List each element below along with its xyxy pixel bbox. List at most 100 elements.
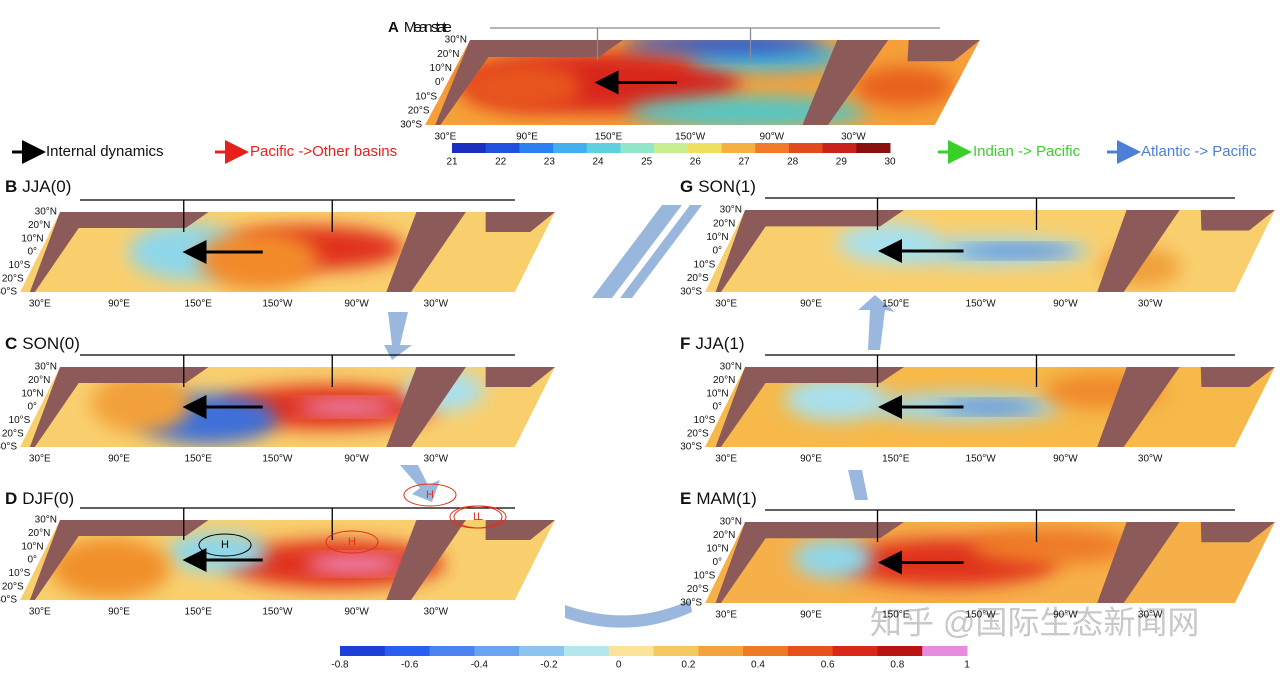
lat-label: 10°N [430,63,452,74]
circulation [80,199,515,232]
lon-label: 90°W [1053,610,1078,621]
land [745,210,904,227]
sst-anomaly [956,246,1077,256]
lat-label: 30°S [680,598,702,609]
map-panel: E MAM(1) 30°N 20°N 10°N 0° 10°S 20°S 30°S 30°E 90°… [680,489,1275,621]
lat-label: 20°S [2,581,24,592]
lon-label: 30°W [1138,610,1163,621]
lat-label: 20°S [687,273,709,284]
lat-label: 20°N [437,49,459,60]
legend-label: Internal dynamics [46,143,164,160]
sst-anomaly [461,61,582,112]
lon-label: 30°E [715,610,737,621]
colorbar-label: 22 [495,157,507,168]
map-panel: D DJF(0) 30°N 20°N 10°N 0° 10°S 20°S 30°S 30°E 90°… [0,489,555,618]
lon-label: 90°W [344,299,369,310]
legend-label: Pacific ->Other basins [250,143,397,160]
lat-label: 10°S [415,91,437,102]
lon-label: 90°W [1053,454,1078,465]
sst-anomaly [838,222,938,263]
colorbar-cell [608,646,654,656]
legend-label: Atlantic -> Pacific [1141,143,1257,160]
colorbar-cell [687,143,723,153]
panel-letter: B [5,177,17,196]
land [1200,367,1275,387]
lon-label: 90°W [1053,299,1078,310]
colorbar-cell [743,646,789,656]
panel-letter: C [5,334,17,353]
lat-label: 20°S [687,584,709,595]
land [1097,210,1180,292]
sst-anomaly [167,532,268,572]
colorbar-cell [787,646,834,656]
lat-label: 10°N [21,233,43,244]
pressure-label: H [426,489,434,501]
colorbar-cell [922,646,968,656]
lat-label: 0° [27,247,37,258]
lat-label: 20°S [2,273,24,284]
colorbar-cell [620,143,655,153]
lon-label: 90°E [108,607,130,618]
pressure-label: H [221,539,229,551]
sst-anomaly [91,373,191,433]
colorbar-label: 30 [884,157,896,168]
map [705,522,1275,603]
panel-letter: F [680,334,690,353]
land [745,367,904,383]
lon-label: 90°W [344,607,369,618]
land [60,212,209,228]
pressure-ellipse [449,505,503,529]
pressure-label: H [348,536,356,548]
lat-label: 30°N [720,517,742,528]
lon-label: 30°E [29,299,51,310]
lat-label: 10°S [694,415,716,426]
colorbar-label: -0.4 [471,660,489,671]
lat-label: 20°S [687,428,709,439]
lat-label: 30°N [35,362,57,373]
lon-label: 30°W [424,454,449,465]
colorbar-cell [586,143,621,153]
panel-title: F JJA(1) [680,334,745,353]
lat-label: 10°N [706,232,728,243]
lon-label: 150°W [966,299,997,310]
map [20,367,555,447]
lon-label: 90°E [108,454,130,465]
sst-anomaly [198,230,319,290]
panel-title-text: MAM(1) [696,489,756,508]
lat-label: 10°N [706,544,728,555]
map [20,212,555,292]
colorbar-cell [429,646,475,656]
sst-anomaly [304,557,405,571]
colorbar-label: 1 [964,660,970,671]
lat-label: 20°N [28,220,50,231]
lon-label: 90°E [108,299,130,310]
panel-letter: A [388,19,399,36]
lon-label: 150°W [675,132,706,143]
lat-label: 0° [712,246,722,257]
colorbar-cell [653,646,699,656]
land [745,522,904,539]
lon-label: 150°W [262,454,293,465]
colorbar-cell [721,143,756,153]
colorbar-label: 0.8 [890,660,904,671]
panel-letter: E [680,489,691,508]
colorbar-label: 21 [446,157,458,168]
land [386,520,466,600]
lon-label: 150°E [185,607,213,618]
lat-label: 10°S [694,571,716,582]
lat-label: 0° [27,555,37,566]
lat-label: 20°S [2,428,24,439]
land [715,522,777,603]
colorbar-cell [654,143,689,153]
circulation [765,197,1235,230]
map-panel: B JJA(0) 30°N 20°N 10°N 0° 10°S 20°S 30°S 30°E 90°… [0,177,555,310]
map [705,367,1275,447]
legend-label: Indian -> Pacific [973,143,1081,160]
colorbar-label: 0.2 [681,660,695,671]
lon-label: 90°W [760,132,785,143]
lon-label: 30°W [424,607,449,618]
colorbar-cell [384,646,431,656]
lon-label: 150°W [262,607,293,618]
pressure-ellipse [325,530,379,554]
